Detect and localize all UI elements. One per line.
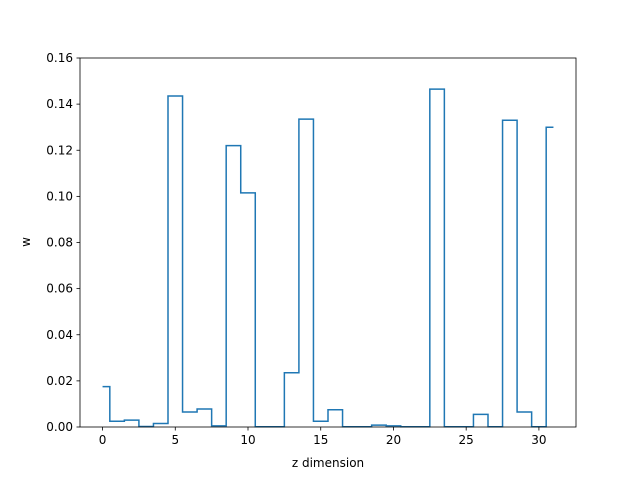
y-tick-label: 0.10 bbox=[46, 189, 73, 203]
y-tick-label: 0.08 bbox=[46, 236, 73, 250]
x-tick-label: 30 bbox=[531, 433, 546, 447]
y-tick-label: 0.02 bbox=[46, 374, 73, 388]
plot-area bbox=[79, 57, 577, 428]
y-axis-ticks: 0.00 0.02 0.04 0.06 0.08 0.10 0.12 0.14 0.16 bbox=[46, 51, 80, 434]
y-tick-label: 0.16 bbox=[46, 51, 73, 65]
y-tick-label: 0.00 bbox=[46, 420, 73, 434]
x-tick-label: 5 bbox=[171, 433, 179, 447]
series-line-0 bbox=[102, 88, 554, 428]
x-tick-label: 25 bbox=[459, 433, 474, 447]
y-tick-label: 0.04 bbox=[46, 328, 73, 342]
y-tick-label: 0.06 bbox=[46, 282, 73, 296]
x-tick-label: 10 bbox=[240, 433, 255, 447]
y-tick-label: 0.12 bbox=[46, 143, 73, 157]
x-tick-label: 20 bbox=[386, 433, 401, 447]
x-tick-label: 0 bbox=[99, 433, 107, 447]
axes-frame bbox=[79, 57, 577, 428]
x-axis-label: z dimension bbox=[292, 456, 364, 470]
x-tick-label: 15 bbox=[313, 433, 328, 447]
x-axis-ticks: 0 5 10 15 20 25 30 bbox=[99, 427, 547, 447]
y-axis-label: w bbox=[19, 237, 33, 247]
y-tick-label: 0.14 bbox=[46, 97, 73, 111]
